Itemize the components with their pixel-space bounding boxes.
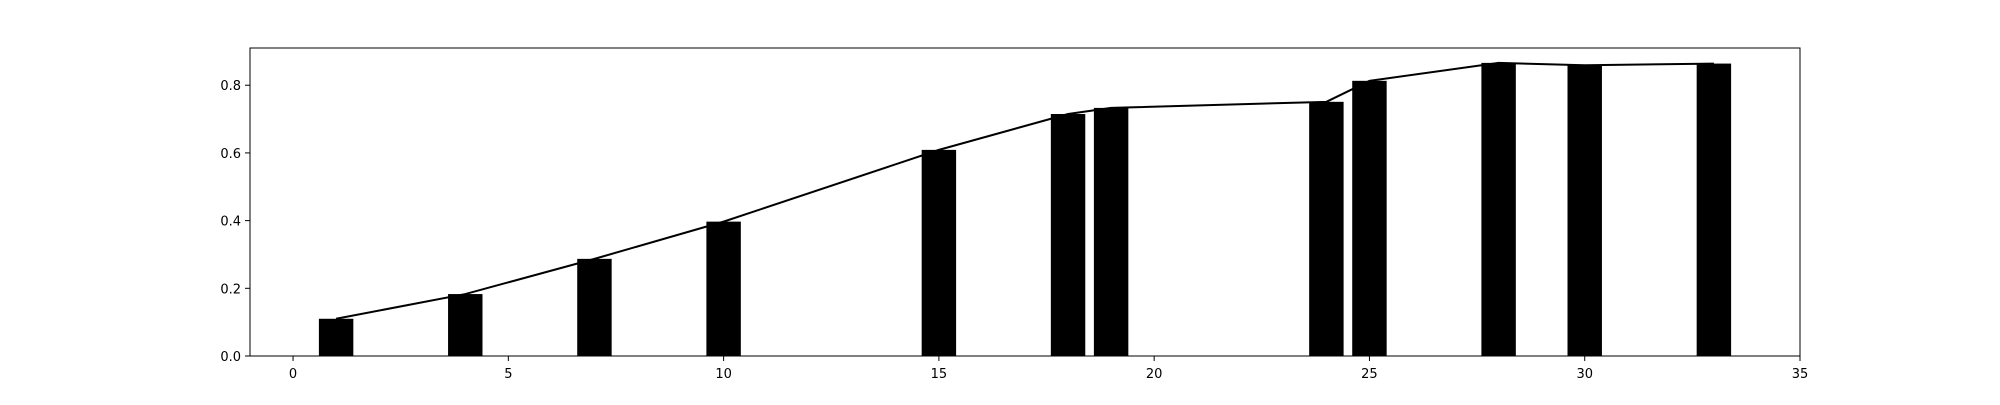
series-line [335, 61, 1714, 320]
bar [1093, 107, 1129, 356]
bar [1352, 80, 1387, 356]
x-tick-label: 30 [1576, 367, 1593, 382]
line-layer [335, 61, 1714, 320]
bar [921, 149, 957, 356]
y-tick-label: 0.2 [220, 282, 241, 297]
bar [706, 221, 741, 356]
y-tick-label: 0.4 [220, 215, 241, 230]
x-tick-label: 20 [1146, 367, 1163, 382]
bar [1309, 101, 1344, 356]
bar [1481, 62, 1516, 356]
bar [318, 318, 354, 356]
bar [577, 258, 612, 356]
y-axis: 0.0 0.2 0.4 0.6 0.8 [220, 79, 250, 365]
y-tick-label: 0.0 [220, 350, 241, 365]
x-tick-label: 5 [504, 367, 512, 382]
x-axis: 0 5 10 15 20 25 30 35 [289, 356, 1808, 382]
y-tick-label: 0.6 [220, 147, 241, 162]
x-tick-label: 15 [931, 367, 948, 382]
bar [1567, 65, 1602, 356]
bar [1050, 114, 1086, 356]
bars-layer [318, 62, 1732, 356]
x-tick-label: 0 [289, 367, 297, 382]
x-tick-label: 10 [715, 367, 732, 382]
y-tick-label: 0.8 [220, 79, 241, 94]
plot-frame [249, 47, 1801, 357]
bar [448, 294, 483, 356]
x-tick-label: 25 [1361, 367, 1378, 382]
bar [1696, 63, 1732, 356]
x-tick-label: 35 [1792, 367, 1809, 382]
